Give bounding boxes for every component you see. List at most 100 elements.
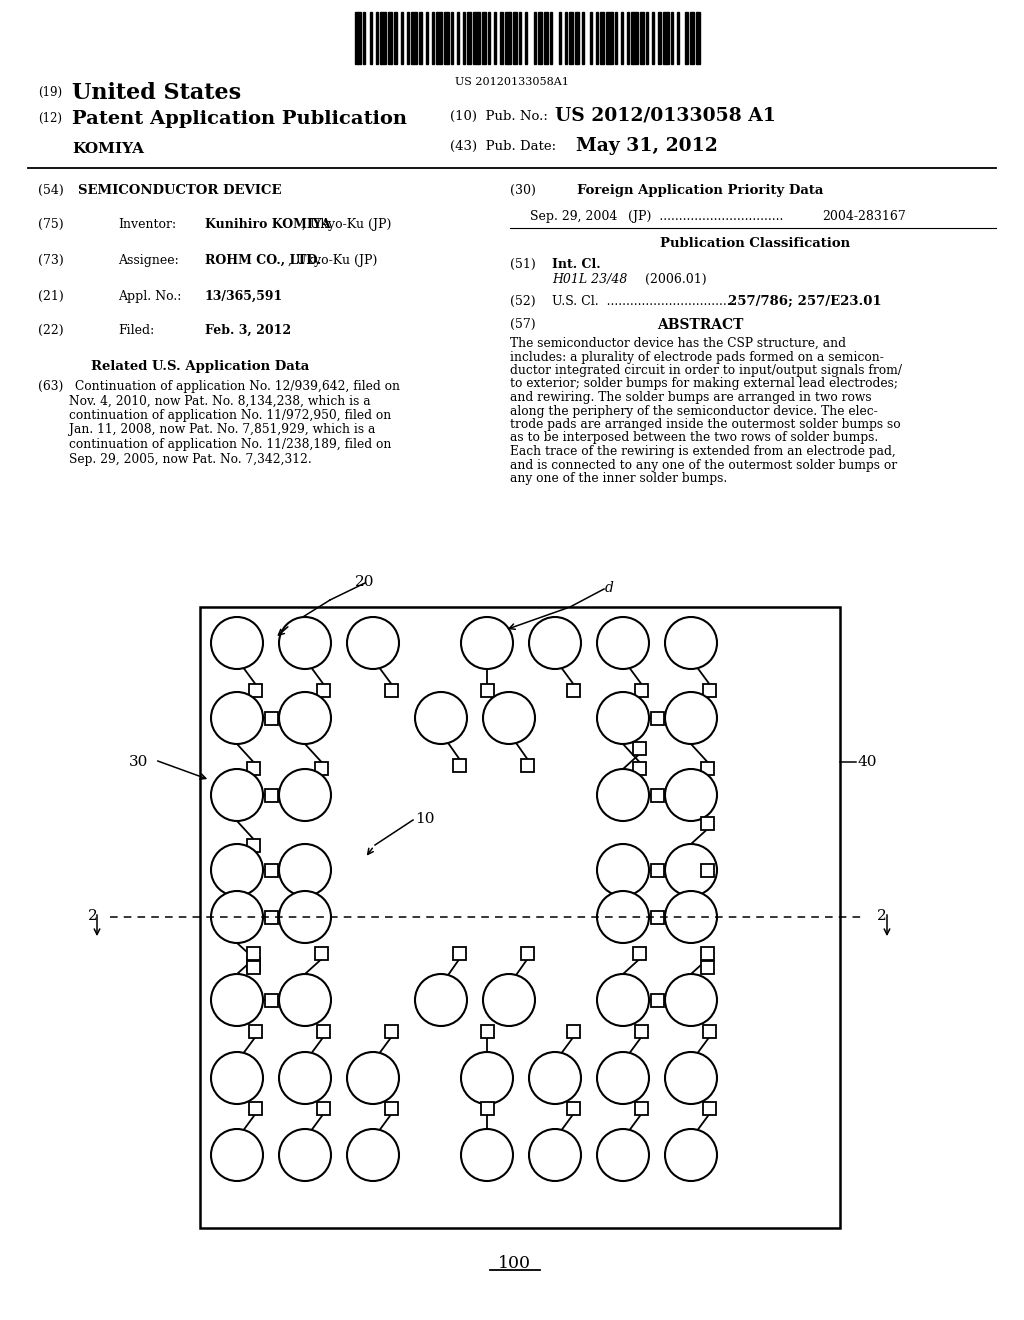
Text: H01L 23/48: H01L 23/48 xyxy=(552,273,628,286)
Circle shape xyxy=(597,1052,649,1104)
Bar xyxy=(559,12,561,63)
Text: Sep. 29, 2004: Sep. 29, 2004 xyxy=(530,210,617,223)
Text: Inventor:: Inventor: xyxy=(118,218,176,231)
Bar xyxy=(467,12,471,63)
Bar xyxy=(457,12,459,63)
Circle shape xyxy=(279,974,331,1026)
Bar xyxy=(632,12,638,63)
Bar xyxy=(700,961,714,974)
Circle shape xyxy=(665,616,717,669)
Text: Jan. 11, 2008, now Pat. No. 7,851,929, which is a: Jan. 11, 2008, now Pat. No. 7,851,929, w… xyxy=(38,424,376,437)
Bar xyxy=(640,12,644,63)
Bar xyxy=(249,1024,261,1038)
Bar xyxy=(614,12,616,63)
Bar xyxy=(646,12,648,63)
Circle shape xyxy=(529,1052,581,1104)
Bar xyxy=(700,817,714,829)
Text: and is connected to any one of the outermost solder bumps or: and is connected to any one of the outer… xyxy=(510,458,897,471)
Text: (19): (19) xyxy=(38,86,62,99)
Text: 20: 20 xyxy=(355,576,375,589)
Text: 13/365,591: 13/365,591 xyxy=(205,290,284,304)
Bar xyxy=(249,1101,261,1114)
Bar xyxy=(538,12,542,63)
Text: 30: 30 xyxy=(129,755,148,770)
Bar xyxy=(480,1024,494,1038)
Text: , Ukyo-Ku (JP): , Ukyo-Ku (JP) xyxy=(288,253,378,267)
Bar xyxy=(453,946,466,960)
Bar xyxy=(658,12,660,63)
Bar xyxy=(525,12,527,63)
Text: Patent Application Publication: Patent Application Publication xyxy=(72,110,407,128)
Text: 2: 2 xyxy=(88,909,98,923)
Circle shape xyxy=(665,1052,717,1104)
Text: (10)  Pub. No.:: (10) Pub. No.: xyxy=(450,110,548,123)
Bar xyxy=(247,946,259,960)
Bar xyxy=(550,12,552,63)
Text: and rewiring. The solder bumps are arranged in two rows: and rewiring. The solder bumps are arran… xyxy=(510,391,871,404)
Text: along the periphery of the semiconductor device. The elec-: along the periphery of the semiconductor… xyxy=(510,404,878,417)
Text: Int. Cl.: Int. Cl. xyxy=(552,257,601,271)
Text: SEMICONDUCTOR DEVICE: SEMICONDUCTOR DEVICE xyxy=(78,183,282,197)
Circle shape xyxy=(415,974,467,1026)
Bar xyxy=(650,863,664,876)
Circle shape xyxy=(279,770,331,821)
Circle shape xyxy=(483,974,535,1026)
Text: (52): (52) xyxy=(510,294,536,308)
Bar xyxy=(702,684,716,697)
Text: (12): (12) xyxy=(38,112,62,125)
Text: (43)  Pub. Date:: (43) Pub. Date: xyxy=(450,140,556,153)
Bar xyxy=(370,12,372,63)
Bar xyxy=(635,1101,647,1114)
Text: d: d xyxy=(605,581,613,595)
Text: 2004-283167: 2004-283167 xyxy=(822,210,906,223)
Bar xyxy=(677,12,679,63)
Text: Each trace of the rewiring is extended from an electrode pad,: Each trace of the rewiring is extended f… xyxy=(510,445,896,458)
Bar xyxy=(696,12,700,63)
Text: United States: United States xyxy=(72,82,241,104)
Bar xyxy=(633,946,645,960)
Circle shape xyxy=(279,1052,331,1104)
Bar xyxy=(247,762,259,775)
Bar xyxy=(264,711,278,725)
Bar xyxy=(264,788,278,801)
Bar xyxy=(426,12,428,63)
Bar xyxy=(633,762,645,775)
Text: any one of the inner solder bumps.: any one of the inner solder bumps. xyxy=(510,473,727,484)
Text: Feb. 3, 2012: Feb. 3, 2012 xyxy=(205,323,291,337)
Bar xyxy=(384,1101,397,1114)
Text: continuation of application No. 11/238,189, filed on: continuation of application No. 11/238,1… xyxy=(38,438,391,451)
Bar xyxy=(247,961,259,974)
Text: Sep. 29, 2005, now Pat. No. 7,342,312.: Sep. 29, 2005, now Pat. No. 7,342,312. xyxy=(38,453,311,466)
Bar xyxy=(411,12,418,63)
Circle shape xyxy=(597,692,649,744)
Bar xyxy=(316,1101,330,1114)
Text: (JP)  ................................: (JP) ................................ xyxy=(628,210,783,223)
Bar xyxy=(314,946,328,960)
Bar xyxy=(380,12,386,63)
Text: trode pads are arranged inside the outermost solder bumps so: trode pads are arranged inside the outer… xyxy=(510,418,901,432)
Text: Publication Classification: Publication Classification xyxy=(659,238,850,249)
Bar xyxy=(650,711,664,725)
Circle shape xyxy=(211,1129,263,1181)
Bar xyxy=(565,12,567,63)
Bar xyxy=(702,1024,716,1038)
Bar xyxy=(480,684,494,697)
Circle shape xyxy=(211,616,263,669)
Bar xyxy=(700,863,714,876)
Text: The semiconductor device has the CSP structure, and: The semiconductor device has the CSP str… xyxy=(510,337,846,350)
Text: (51): (51) xyxy=(510,257,536,271)
Text: (54): (54) xyxy=(38,183,63,197)
Text: Appl. No.:: Appl. No.: xyxy=(118,290,181,304)
Bar xyxy=(671,12,673,63)
Bar xyxy=(463,12,465,63)
Text: Related U.S. Application Data: Related U.S. Application Data xyxy=(91,360,309,374)
Bar xyxy=(663,12,669,63)
Circle shape xyxy=(597,770,649,821)
Circle shape xyxy=(211,770,263,821)
Circle shape xyxy=(483,692,535,744)
Text: (63)   Continuation of application No. 12/939,642, filed on: (63) Continuation of application No. 12/… xyxy=(38,380,400,393)
Bar xyxy=(520,759,534,771)
Text: 100: 100 xyxy=(498,1255,530,1272)
Bar xyxy=(652,12,654,63)
Bar xyxy=(621,12,623,63)
